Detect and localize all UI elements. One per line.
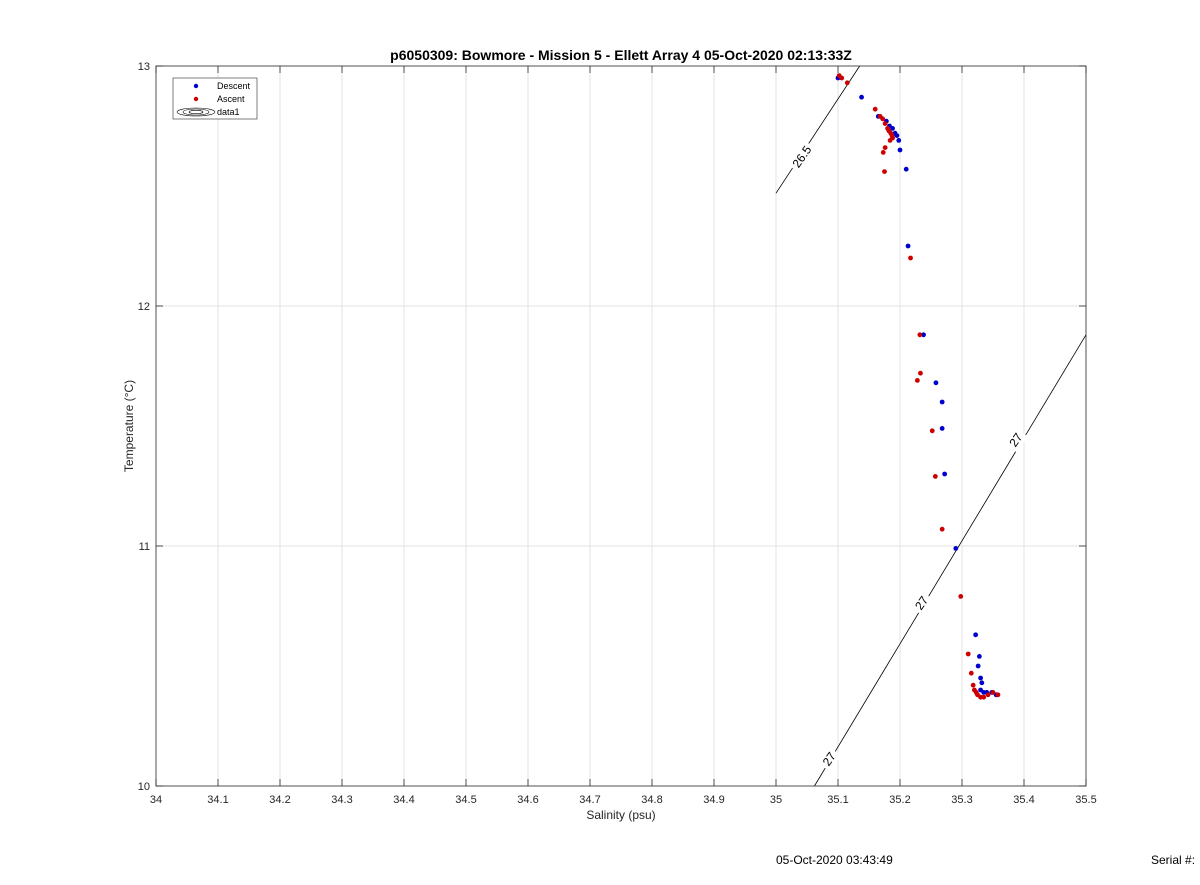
x-tick-label: 34.2 <box>269 794 290 806</box>
descent-point <box>897 147 903 153</box>
ascent-point <box>958 594 964 599</box>
legend-ascent-label: Ascent <box>217 94 245 104</box>
ascent-point <box>872 106 878 112</box>
x-ticks: 34 34.1 34.2 34.3 34.4 34.5 34.6 34.7 34.8 34.9 35… <box>150 66 1097 806</box>
ascent-point <box>939 526 945 532</box>
descent-point <box>942 471 948 477</box>
x-tick-label: 34.5 <box>455 794 476 806</box>
descent-point <box>953 546 959 551</box>
x-tick-label: 35.3 <box>951 794 972 806</box>
x-tick-label: 35.2 <box>889 794 910 806</box>
ascent-point <box>965 651 971 657</box>
ascent-point <box>932 474 938 479</box>
y-tick-label: 10 <box>138 781 150 793</box>
descent-point <box>894 133 900 139</box>
ascent-point <box>981 694 987 700</box>
x-tick-label: 34.4 <box>393 794 414 806</box>
x-tick-label: 35.1 <box>827 794 848 806</box>
ascent-point <box>887 138 893 143</box>
data-points <box>835 73 1001 700</box>
ascent-point <box>968 670 974 676</box>
legend-data1-label: data1 <box>217 107 240 117</box>
x-tick-label: 35 <box>770 794 782 806</box>
x-tick-label: 35.5 <box>1075 794 1096 806</box>
contour-line-27 <box>814 334 1087 787</box>
plot-frame <box>155 65 1087 787</box>
descent-point <box>905 243 911 249</box>
y-tick-label: 11 <box>139 541 150 553</box>
ascent-point <box>844 80 850 86</box>
descent-point <box>896 138 902 143</box>
ascent-point <box>882 121 888 126</box>
ascent-point <box>990 690 996 695</box>
ascent-point <box>882 145 888 151</box>
legend[interactable]: Descent Ascent data1 <box>172 77 258 120</box>
descent-point <box>859 94 864 100</box>
descent-point <box>973 632 979 638</box>
descent-point <box>976 654 982 659</box>
grid <box>156 66 1086 786</box>
ascent-point <box>914 378 920 383</box>
ascent-point <box>880 116 886 122</box>
contour-label-bg <box>911 591 934 616</box>
ascent-point <box>995 692 1001 698</box>
legend-contour-icon <box>176 107 216 117</box>
contour-label-bg <box>788 141 817 174</box>
x-tick-label: 34.9 <box>703 794 724 806</box>
ascent-point <box>929 428 935 434</box>
chart-title: p6050309: Bowmore - Mission 5 - Ellett A… <box>390 47 852 63</box>
x-tick-label: 34.8 <box>641 794 662 806</box>
x-tick-label: 35.4 <box>1013 794 1034 806</box>
contour-label-bg <box>818 747 842 772</box>
legend-descent-label: Descent <box>217 81 251 91</box>
x-axis-label: Salinity (psu) <box>586 808 655 822</box>
ascent-point <box>880 150 886 155</box>
serial-label: Serial #: <box>1151 853 1196 867</box>
y-axis-label: Temperature (°C) <box>122 380 136 472</box>
descent-point <box>921 332 926 338</box>
ascent-point <box>839 75 845 81</box>
descent-point <box>933 380 939 386</box>
descent-point <box>979 680 985 686</box>
x-tick-label: 34 <box>150 794 162 806</box>
plot-area <box>156 66 1086 786</box>
descent-point <box>890 125 895 131</box>
contour-label-bg <box>1005 428 1028 453</box>
y-tick-label: 12 <box>138 301 150 313</box>
descent-point <box>975 663 981 669</box>
contour-line-26-5 <box>775 65 861 194</box>
descent-point <box>978 675 983 681</box>
x-tick-label: 34.1 <box>207 794 228 806</box>
ascent-point <box>908 255 913 261</box>
descent-point <box>939 426 945 431</box>
ascent-point <box>918 370 923 376</box>
ascent-point <box>970 682 976 688</box>
x-tick-label: 34.3 <box>331 794 352 806</box>
y-tick-label: 13 <box>138 61 150 73</box>
print-timestamp: 05-Oct-2020 03:43:49 <box>776 853 893 867</box>
y-ticks: 10 11 12 13 <box>138 61 1086 793</box>
ascent-point <box>917 332 923 338</box>
legend-descent-marker <box>193 83 199 89</box>
ascent-point <box>985 692 991 698</box>
ascent-point <box>882 169 887 175</box>
legend-ascent-marker <box>193 96 199 102</box>
descent-point <box>939 399 945 405</box>
x-tick-label: 34.7 <box>579 794 600 806</box>
x-tick-label: 34.6 <box>517 794 538 806</box>
descent-point <box>903 166 909 172</box>
